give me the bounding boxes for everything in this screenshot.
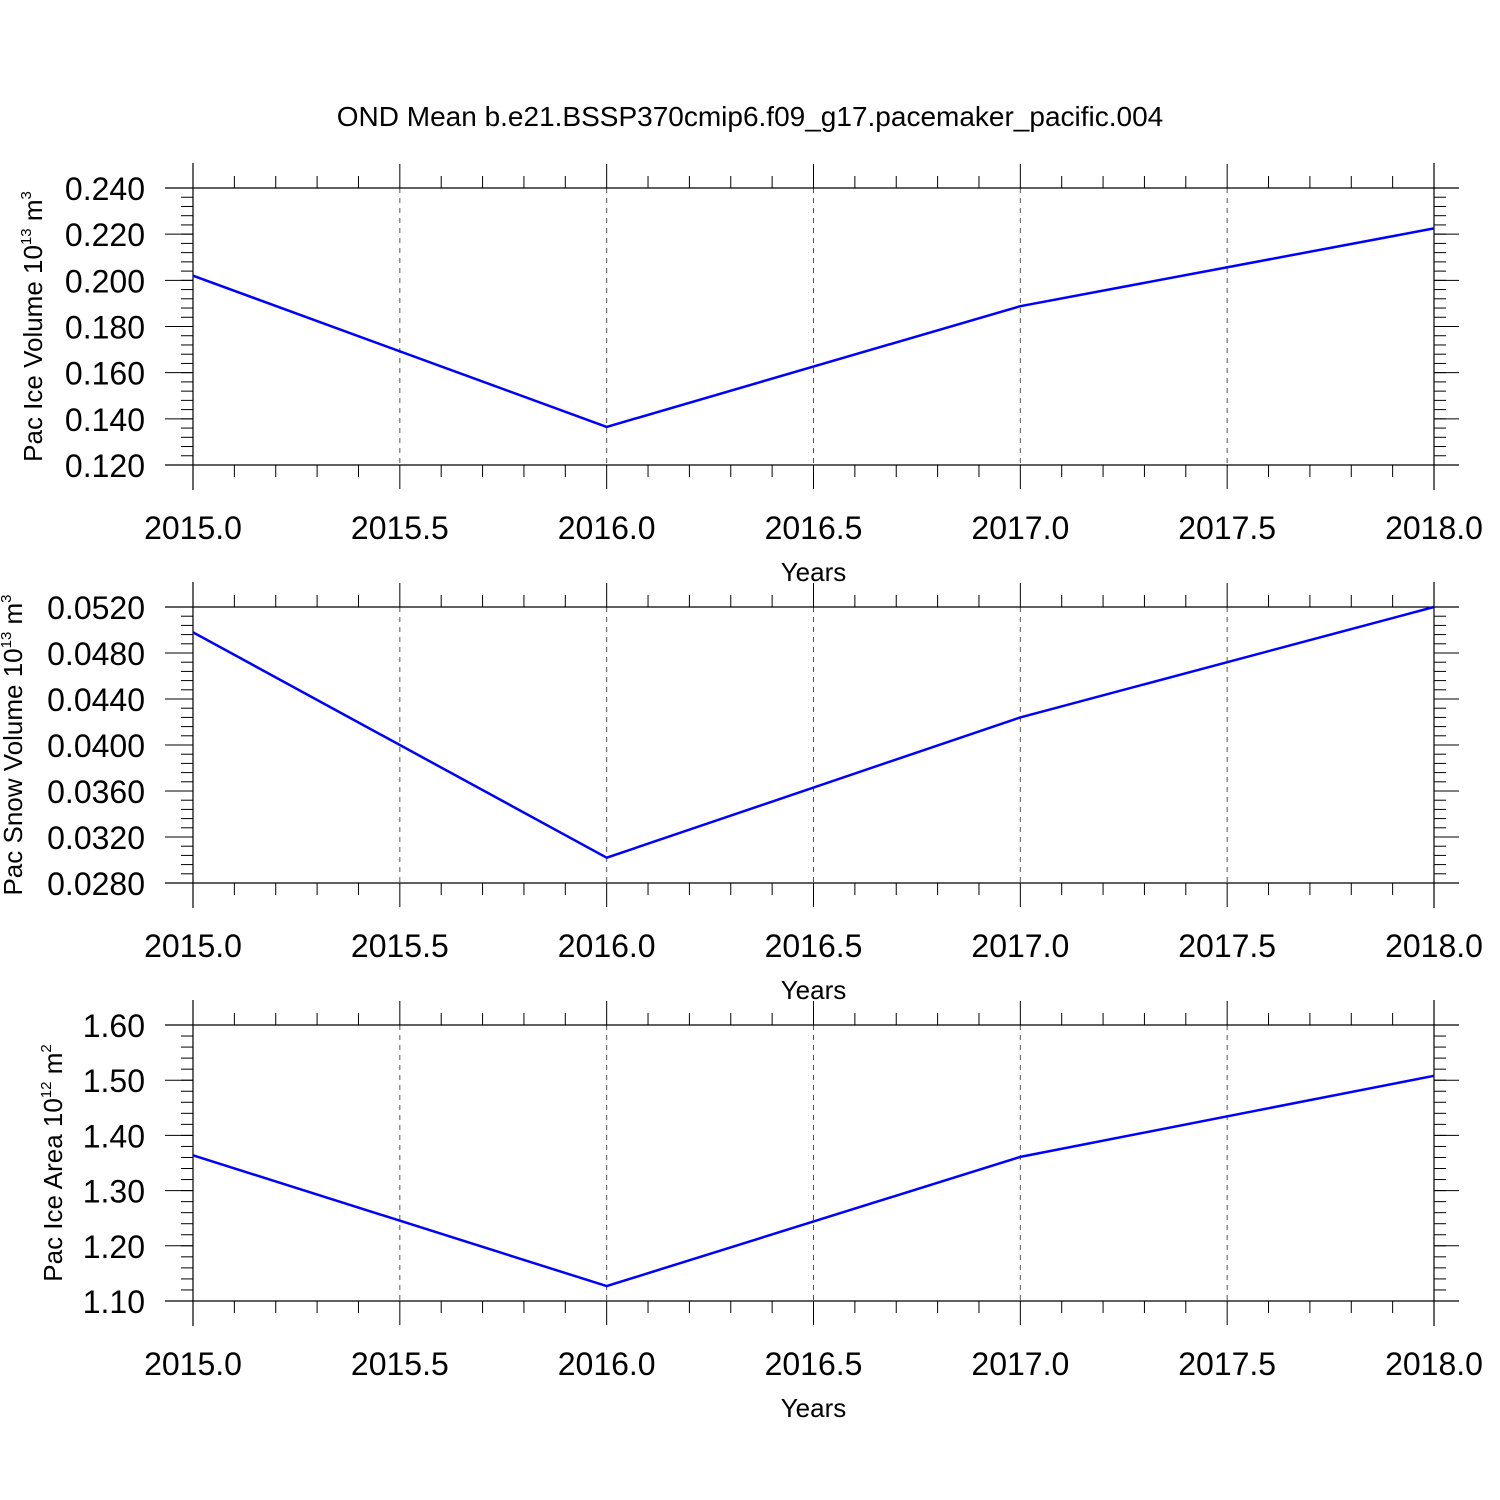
x-tick-label: 2015.5 (351, 1346, 449, 1382)
x-tick-label: 2015.5 (351, 928, 449, 964)
y-axis-label-superscript: 3 (0, 594, 15, 602)
x-tick-label: 2018.0 (1385, 510, 1483, 546)
y-tick-label: 0.0360 (47, 774, 145, 810)
y-axis-label-superscript: 2 (38, 1044, 55, 1052)
chart-panel-3: 2015.0 2015.5 2016.0 2016.5 2017.0 2017.5 2018… (38, 1000, 1483, 1423)
y-axis-label: Pac Ice Area 1012 m2 (38, 1044, 68, 1281)
y-tick-label: 1.10 (83, 1284, 145, 1320)
y-axis-label-part: Pac Ice Area 10 (38, 1098, 68, 1282)
y-axis-label-part: m (18, 199, 48, 228)
y-tick-label: 0.0400 (47, 728, 145, 764)
x-axis-label: Years (781, 975, 847, 1005)
y-axis-label-part: Pac Ice Volume 10 (18, 245, 48, 462)
x-tick-label: 2016.0 (558, 928, 656, 964)
y-tick-label: 0.0280 (47, 866, 145, 902)
y-tick-label: 0.0440 (47, 682, 145, 718)
x-tick-label: 2018.0 (1385, 928, 1483, 964)
y-axis-label-superscript: 13 (0, 632, 15, 649)
y-axis-label: Pac Ice Volume 1013 m3 (18, 191, 48, 462)
x-tick-label: 2015.0 (144, 510, 242, 546)
y-tick-label: 0.0520 (47, 590, 145, 626)
x-tick-label: 2017.0 (971, 1346, 1069, 1382)
panels: 2015.0 2015.5 2016.0 2016.5 2017.0 2017.5 2018… (0, 163, 1483, 1423)
y-tick-label: 0.180 (65, 310, 145, 346)
series-line (192, 605, 1435, 859)
y-tick-label: 0.160 (65, 356, 145, 392)
chart-panel-1: 2015.0 2015.5 2016.0 2016.5 2017.0 2017.5 2018… (18, 163, 1483, 587)
y-tick-label: 0.120 (65, 448, 145, 484)
x-tick-label: 2016.5 (765, 928, 863, 964)
y-tick-label: 1.60 (83, 1008, 145, 1044)
y-axis-label-superscript: 3 (18, 191, 35, 199)
y-axis-label-part: m (0, 603, 28, 632)
x-tick-label: 2016.5 (765, 510, 863, 546)
x-axis-label: Years (781, 1393, 847, 1423)
y-tick-label: 0.200 (65, 263, 145, 299)
y-tick-label: 1.40 (83, 1118, 145, 1154)
y-tick-label: 1.20 (83, 1229, 145, 1265)
y-tick-label: 1.30 (83, 1174, 145, 1210)
y-tick-label: 0.140 (65, 402, 145, 438)
x-tick-label: 2017.5 (1178, 510, 1276, 546)
y-tick-label: 0.0480 (47, 636, 145, 672)
y-axis-label-superscript: 12 (38, 1081, 55, 1098)
x-tick-label: 2016.5 (765, 1346, 863, 1382)
y-axis-label-superscript: 13 (18, 228, 35, 245)
x-tick-label: 2016.0 (558, 510, 656, 546)
series-line (192, 227, 1435, 429)
x-tick-label: 2016.0 (558, 1346, 656, 1382)
x-tick-label: 2015.0 (144, 928, 242, 964)
x-axis-label: Years (781, 557, 847, 587)
y-axis-label-part: Pac Snow Volume 10 (0, 648, 28, 895)
y-tick-label: 0.0320 (47, 820, 145, 856)
y-tick-label: 0.240 (65, 171, 145, 207)
figure-title: OND Mean b.e21.BSSP370cmip6.f09_g17.pace… (337, 101, 1164, 132)
series-line (192, 1074, 1435, 1288)
x-tick-label: 2017.5 (1178, 1346, 1276, 1382)
chart-panel-2: 2015.0 2015.5 2016.0 2016.5 2017.0 2017.5 2018… (0, 582, 1483, 1005)
y-axis-label-part: m (38, 1053, 68, 1082)
x-tick-label: 2017.5 (1178, 928, 1276, 964)
y-tick-label: 1.50 (83, 1063, 145, 1099)
y-tick-label: 0.220 (65, 217, 145, 253)
x-tick-label: 2017.0 (971, 510, 1069, 546)
x-tick-label: 2018.0 (1385, 1346, 1483, 1382)
x-tick-label: 2015.0 (144, 1346, 242, 1382)
y-axis-label: Pac Snow Volume 1013 m3 (0, 594, 28, 895)
x-tick-label: 2015.5 (351, 510, 449, 546)
x-tick-label: 2017.0 (971, 928, 1069, 964)
